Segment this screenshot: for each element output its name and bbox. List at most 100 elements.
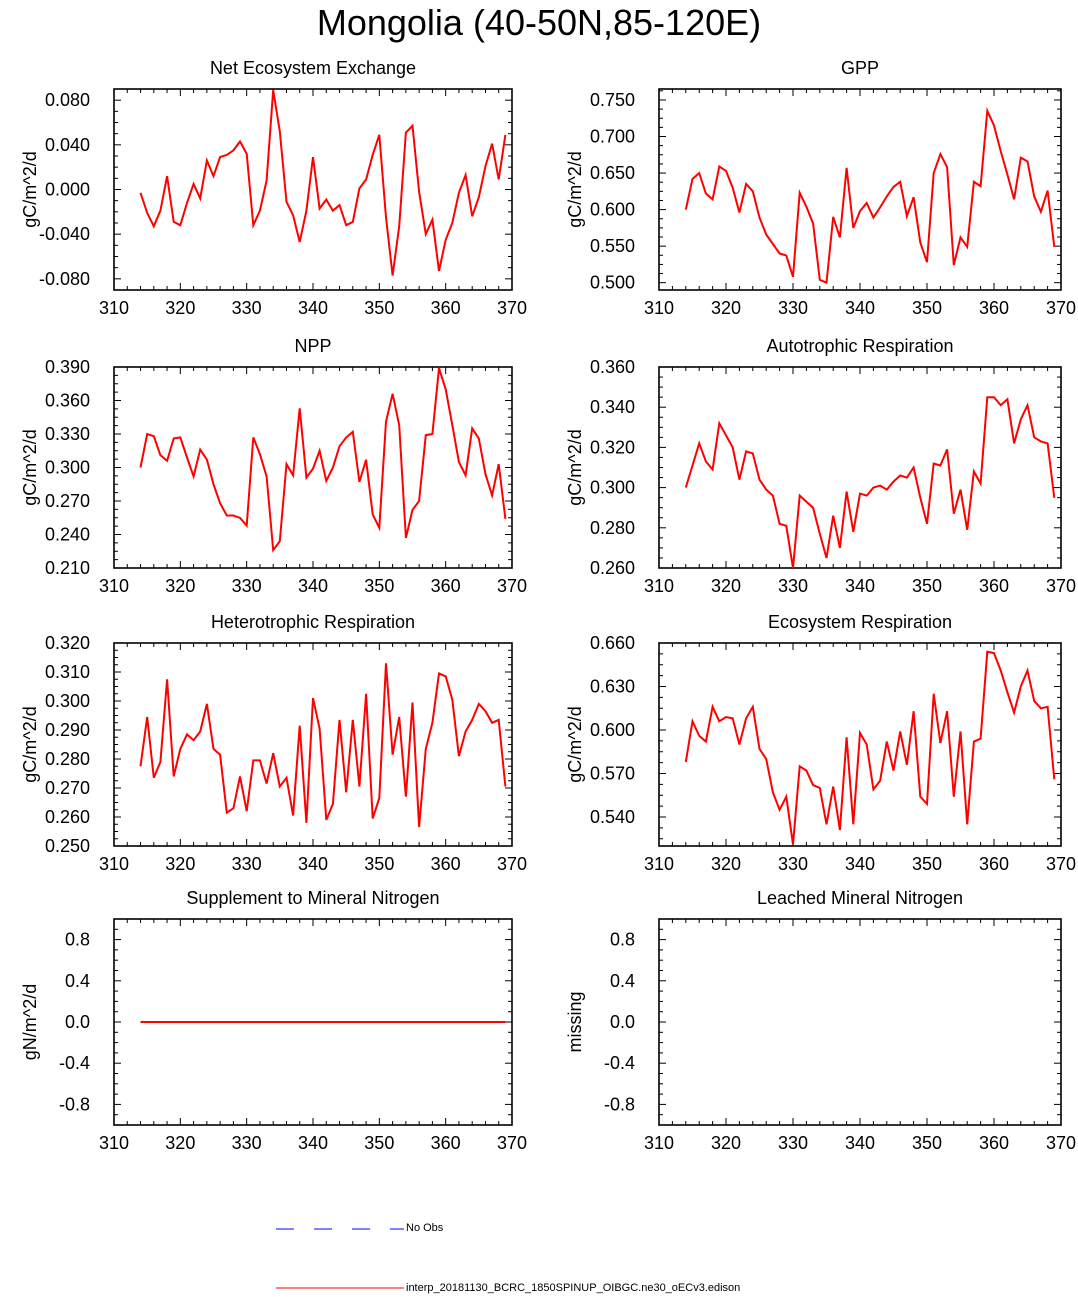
x-tick-label: 320: [711, 1133, 741, 1153]
y-tick-label: 0.340: [590, 397, 635, 417]
y-tick-label: -0.4: [59, 1053, 90, 1073]
y-tick-label: 0.630: [590, 677, 635, 697]
y-axis-label: gC/m^2/d: [565, 706, 585, 782]
panel-title: Leached Mineral Nitrogen: [757, 888, 963, 908]
y-tick-label: 0.270: [45, 778, 90, 798]
panel-title: Net Ecosystem Exchange: [210, 58, 416, 78]
x-tick-label: 350: [364, 298, 394, 318]
plot-frame: [113, 642, 513, 847]
plot-frame: [113, 88, 513, 291]
series-line: [139, 367, 507, 553]
series-line: [684, 107, 1056, 285]
x-tick-label: 310: [99, 298, 129, 318]
x-tick-label: 320: [711, 576, 741, 596]
x-tick-label: 360: [431, 1133, 461, 1153]
y-tick-label: 0.0: [610, 1012, 635, 1032]
x-tick-label: 370: [497, 1133, 527, 1153]
x-tick-label: 310: [99, 576, 129, 596]
y-axis-label: gC/m^2/d: [20, 429, 40, 505]
y-tick-label: 0.280: [590, 518, 635, 538]
x-tick-label: 340: [298, 298, 328, 318]
x-tick-label: 340: [298, 1133, 328, 1153]
y-tick-label: -0.8: [604, 1094, 635, 1114]
y-tick-label: 0.540: [590, 807, 635, 827]
y-tick-label: 0.000: [45, 180, 90, 200]
x-tick-label: 370: [1046, 576, 1076, 596]
x-tick-label: 360: [431, 298, 461, 318]
chart-panel-3: NPP gC/m^2/d 310 320 330 340 350 360 370 0.210 0.2…: [20, 336, 527, 596]
y-tick-label: 0.260: [45, 807, 90, 827]
chart-panel-7: Supplement to Mineral Nitrogen gN/m^2/d 31…: [20, 888, 527, 1153]
y-tick-label: -0.080: [39, 269, 90, 289]
x-tick-label: 370: [1046, 854, 1076, 874]
series-line: [139, 89, 507, 276]
y-axis-label: missing: [565, 991, 585, 1052]
y-tick-label: 0.300: [590, 478, 635, 498]
x-tick-label: 340: [845, 1133, 875, 1153]
y-tick-label: -0.8: [59, 1094, 90, 1114]
x-tick-label: 320: [711, 298, 741, 318]
x-tick-label: 360: [431, 576, 461, 596]
x-tick-label: 360: [979, 854, 1009, 874]
y-axis-label: gN/m^2/d: [20, 984, 40, 1060]
y-tick-label: 0.260: [590, 558, 635, 578]
y-axis-label: gC/m^2/d: [20, 706, 40, 782]
y-tick-label: 0.4: [610, 971, 635, 991]
panel-title: NPP: [294, 336, 331, 356]
y-tick-label: 0.040: [45, 135, 90, 155]
y-tick-label: 0.700: [590, 127, 635, 147]
x-tick-label: 350: [364, 1133, 394, 1153]
x-tick-label: 320: [165, 576, 195, 596]
chart-panel-8: Leached Mineral Nitrogen missing 310 320 330…: [565, 888, 1076, 1153]
chart-panel-5: Heterotrophic Respiration gC/m^2/d 310 320 3…: [20, 612, 527, 874]
x-tick-label: 350: [364, 576, 394, 596]
chart-panel-1: Net Ecosystem Exchange gC/m^2/d 310 320 330 3…: [20, 58, 527, 318]
chart-panel-2: GPP gC/m^2/d 310 320 330 340 350 360 370 0.500 0.5…: [565, 58, 1076, 318]
x-tick-label: 310: [99, 1133, 129, 1153]
x-tick-label: 350: [912, 298, 942, 318]
x-tick-label: 360: [979, 298, 1009, 318]
panel-title: Supplement to Mineral Nitrogen: [186, 888, 439, 908]
y-tick-label: 0.360: [590, 357, 635, 377]
x-tick-label: 340: [845, 298, 875, 318]
x-tick-label: 370: [497, 298, 527, 318]
chart-panel-6: Ecosystem Respiration gC/m^2/d 310 320 330 34…: [565, 612, 1076, 874]
x-tick-label: 310: [644, 576, 674, 596]
y-tick-label: 0.4: [65, 971, 90, 991]
y-axis-label: gC/m^2/d: [20, 151, 40, 227]
x-tick-label: 340: [298, 576, 328, 596]
y-axis-label: gC/m^2/d: [565, 429, 585, 505]
x-tick-label: 310: [644, 1133, 674, 1153]
x-tick-label: 330: [778, 854, 808, 874]
legend-model-swatch: [276, 1287, 404, 1289]
panel-title: GPP: [841, 58, 879, 78]
x-tick-label: 370: [1046, 298, 1076, 318]
x-tick-label: 330: [232, 854, 262, 874]
y-tick-label: 0.8: [65, 930, 90, 950]
series-line: [139, 663, 507, 828]
legend-obs-swatch: [276, 1228, 404, 1230]
y-tick-label: 0.390: [45, 357, 90, 377]
x-tick-label: 320: [711, 854, 741, 874]
x-tick-label: 350: [912, 576, 942, 596]
plot-frame: [658, 366, 1062, 569]
y-tick-label: -0.4: [604, 1053, 635, 1073]
x-tick-label: 320: [165, 1133, 195, 1153]
y-tick-label: 0.080: [45, 90, 90, 110]
x-tick-label: 340: [845, 576, 875, 596]
y-tick-label: 0.270: [45, 491, 90, 511]
y-tick-label: 0.290: [45, 720, 90, 740]
y-tick-label: 0.500: [590, 273, 635, 293]
y-tick-label: 0.240: [45, 525, 90, 545]
y-tick-label: 0.360: [45, 391, 90, 411]
x-tick-label: 320: [165, 298, 195, 318]
x-tick-label: 360: [431, 854, 461, 874]
legend-obs-label: No Obs: [406, 1222, 444, 1234]
x-tick-label: 330: [778, 298, 808, 318]
y-tick-label: 0.650: [590, 163, 635, 183]
y-tick-label: 0.600: [590, 720, 635, 740]
panel-title: Heterotrophic Respiration: [211, 612, 415, 632]
series-line: [684, 650, 1056, 845]
y-tick-label: 0.750: [590, 90, 635, 110]
